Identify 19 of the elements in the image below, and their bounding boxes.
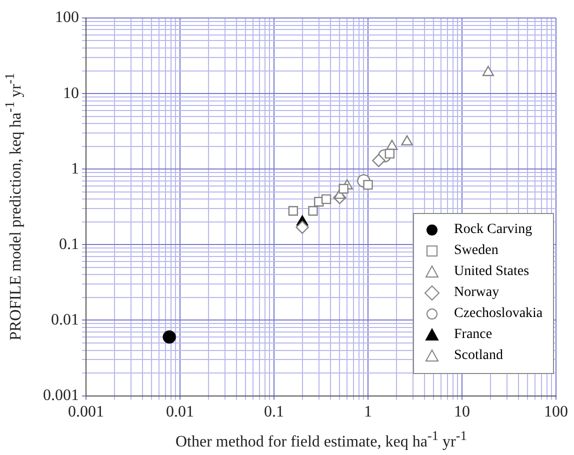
legend-label: France <box>454 327 492 344</box>
y-tick-label: 10 <box>63 84 79 102</box>
x-tick-label: 0.1 <box>264 404 284 421</box>
legend-label: Sweden <box>454 243 498 260</box>
legend-label: Czechoslovakia <box>454 306 543 322</box>
legend-label: Scotland <box>454 348 503 364</box>
y-tick-label: 0.001 <box>43 387 79 404</box>
legend-label: Rock Carving <box>454 222 532 238</box>
x-tick-label: 1 <box>364 404 372 421</box>
legend-label: United States <box>454 264 530 280</box>
legend-label: Norway <box>454 285 500 302</box>
x-tick-label: 100 <box>544 404 568 421</box>
x-tick-label: 0.01 <box>166 404 194 421</box>
x-axis-title: Other method for field estimate, keq ha$^{-1}$ yr$^{-1}$ <box>176 428 467 452</box>
y-tick-label: 0.1 <box>59 236 79 253</box>
y-tick-label: 0.01 <box>51 311 79 328</box>
y-tick-label: 1 <box>71 160 79 178</box>
x-tick-label: 10 <box>454 404 470 421</box>
y-tick-label: 100 <box>55 9 79 26</box>
